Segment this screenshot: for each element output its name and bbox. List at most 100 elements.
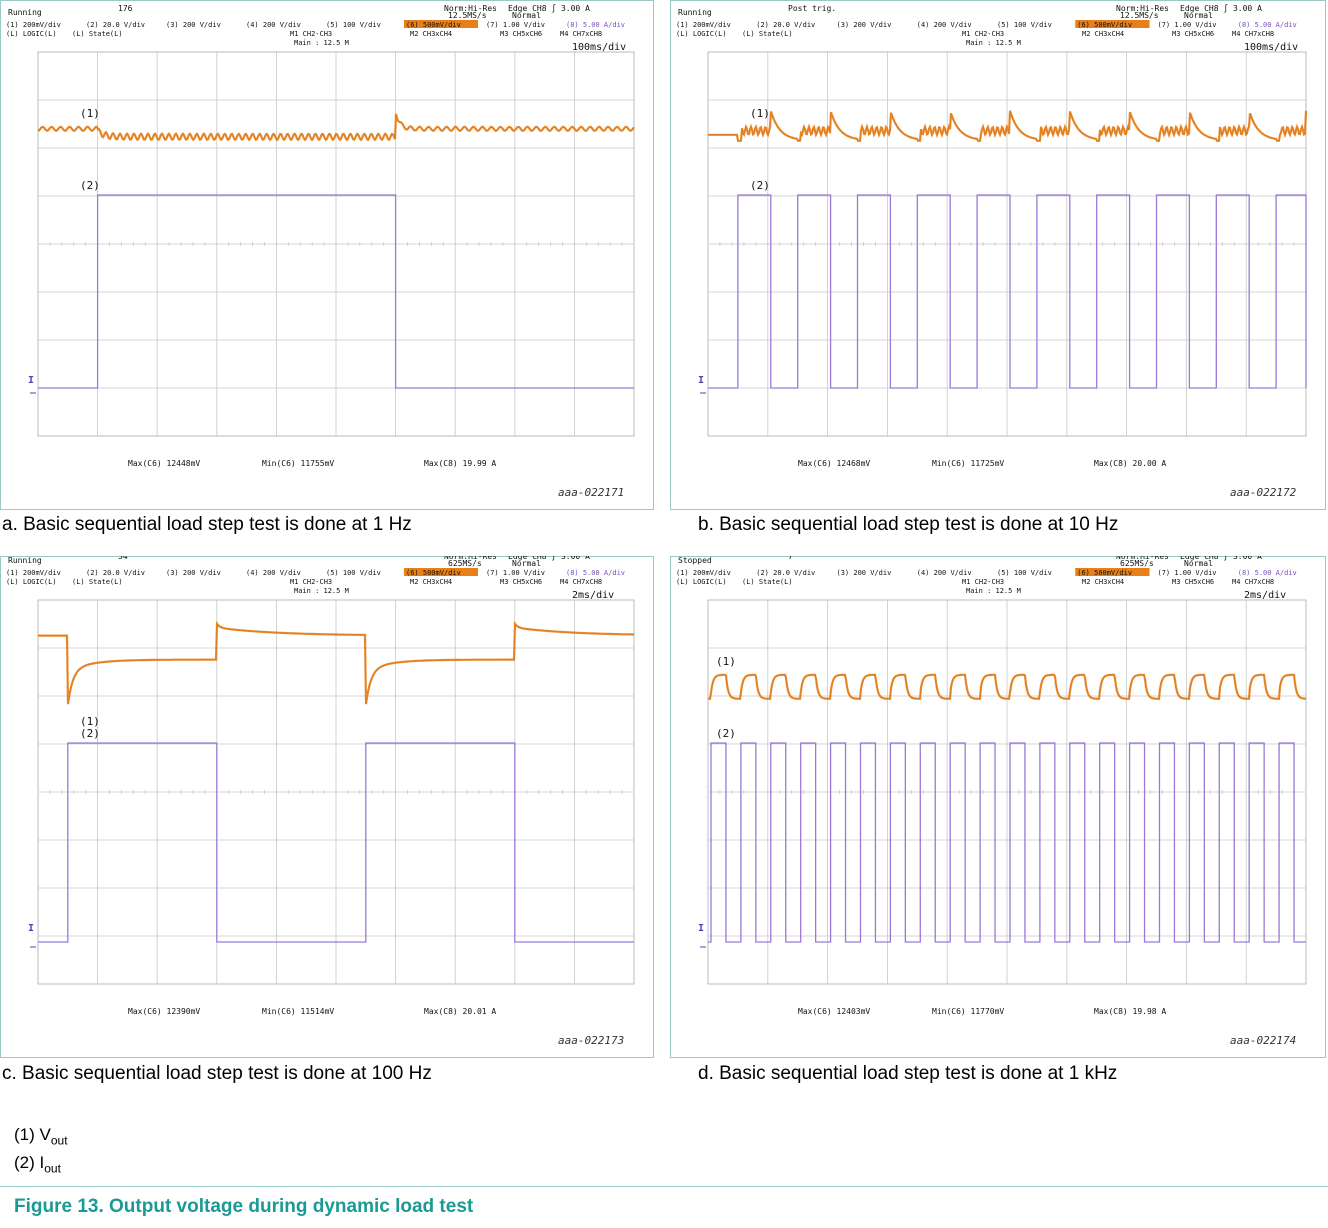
trigger-level-marker: I — [698, 375, 704, 386]
measurement-readout: Min(C6) 11770mV — [932, 1007, 1004, 1016]
channel-setting: (8) 5.00 A/div — [566, 569, 625, 577]
measurements: Max(C6) 12403mV Min(C6) 11770mV Max(C8) 19… — [798, 1007, 1166, 1016]
scope-grid — [707, 51, 1307, 437]
scope-grid — [37, 599, 635, 985]
channel-setting: (1) 200mV/div — [6, 21, 61, 29]
panel-caption: a. Basic sequential load step test is do… — [2, 514, 412, 535]
panel-d: Stopped 7 Norm:Hi-Res 625MS/s Edge CH8 ∫ 3.0… — [670, 556, 1328, 1096]
timebase-label: 2ms/div — [1244, 590, 1286, 601]
channel-setting: (7) 1.00 V/div — [1158, 21, 1217, 29]
trigger-setting: Edge CH8 ∫ 3.00 A — [1180, 4, 1262, 13]
panel-border — [0, 556, 654, 1058]
iout-trace — [708, 742, 1306, 943]
math-setting: (L) LOGIC(L) — [676, 30, 727, 38]
math-setting: M4 CH7xCH8 — [560, 30, 602, 38]
trigger-mode: Normal — [512, 11, 541, 20]
channel-setting: (2) 20.0 V/div — [756, 569, 815, 577]
channel-setting: (1) 200mV/div — [676, 569, 731, 577]
figure-title: Figure 13. Output voltage during dynamic… — [14, 1196, 474, 1217]
measurements: Max(C6) 12468mV Min(C6) 11725mV Max(C8) 20… — [798, 459, 1166, 468]
legend-iout: (2) Iout — [14, 1153, 61, 1175]
legend-subscript: out — [50, 1133, 68, 1148]
acquisition-count: Post trig. — [788, 4, 836, 13]
run-status: Stopped — [678, 556, 712, 565]
channel-6-highlight — [404, 20, 478, 28]
math-setting: M2 CH3xCH4 — [410, 578, 452, 586]
vout-label: (1) — [80, 107, 100, 120]
math-setting: M2 CH3xCH4 — [1082, 30, 1124, 38]
channel-setting: (7) 1.00 V/div — [1158, 569, 1217, 577]
timebase-label: 2ms/div — [572, 590, 614, 601]
math-setting: M1 CH2-CH3 — [962, 30, 1004, 38]
iout-trace — [708, 194, 1307, 389]
trigger-level-marker: I — [698, 923, 704, 934]
timebase-label: 100ms/div — [1244, 42, 1298, 53]
sample-rate: 625MS/s — [1120, 559, 1154, 568]
iout-label: (2) — [750, 179, 770, 192]
math-setting: M3 CH5xCH6 — [500, 578, 542, 586]
sample-rate: 625MS/s — [448, 559, 482, 568]
legend-symbol: V — [39, 1125, 51, 1144]
measurement-readout: Max(C6) 12468mV — [798, 459, 870, 468]
channel-setting: (7) 1.00 V/div — [486, 569, 545, 577]
figure-rule — [0, 1186, 1328, 1187]
channel-setting: (6) 500mV/div — [1077, 569, 1132, 577]
legend-symbol: I — [39, 1153, 45, 1172]
channel-setting: (6) 500mV/div — [406, 569, 461, 577]
trigger-level-marker: I — [28, 923, 34, 934]
measurement-readout: Min(C6) 11755mV — [262, 459, 334, 468]
math-setting: M2 CH3xCH4 — [410, 30, 452, 38]
channel-setting: (4) 200 V/div — [917, 569, 972, 577]
channel-setting: (3) 200 V/div — [166, 569, 221, 577]
figure-id: aaa-022172 — [1230, 486, 1297, 499]
channel-setting: (4) 200 V/div — [246, 21, 301, 29]
math-setting: M1 CH2-CH3 — [290, 578, 332, 586]
iout-trace — [38, 742, 634, 943]
acquisition-count: 54 — [118, 556, 128, 561]
trigger-setting: Edge CH8 ∫ 3.00 A — [508, 556, 590, 561]
scope-grid — [37, 51, 635, 437]
measurement-readout: Max(C6) 12448mV — [128, 459, 200, 468]
channel-setting: (2) 20.0 V/div — [86, 569, 145, 577]
vout-label: (1) — [750, 107, 770, 120]
math-setting: M3 CH5xCH6 — [1172, 578, 1214, 586]
measurements: Max(C6) 12448mV Min(C6) 11755mV Max(C8) 19… — [128, 459, 496, 468]
legend-vout: (1) Vout — [14, 1125, 68, 1147]
channel-setting: (4) 200 V/div — [246, 569, 301, 577]
math-setting: M4 CH7xCH8 — [1232, 578, 1274, 586]
math-setting: (L) LOGIC(L) — [6, 30, 57, 38]
math-setting: M2 CH3xCH4 — [1082, 578, 1124, 586]
acq-mode: Norm:Hi-Res — [1116, 556, 1169, 561]
sample-rate: 12.5MS/s — [1120, 11, 1159, 20]
channel-setting: (5) 100 V/div — [997, 21, 1052, 29]
channel-setting: (5) 100 V/div — [326, 21, 381, 29]
channel-setting: (3) 200 V/div — [166, 21, 221, 29]
figure-id: aaa-022174 — [1230, 1034, 1296, 1047]
scope-grid — [707, 599, 1307, 985]
trigger-setting: Edge CH8 ∫ 3.00 A — [1180, 556, 1262, 561]
run-status: Running — [678, 8, 712, 17]
iout-trace — [38, 194, 634, 389]
panel-border — [0, 0, 654, 510]
panel-border — [670, 0, 1326, 510]
figure-id: aaa-022171 — [558, 486, 624, 499]
channel-setting: (1) 200mV/div — [6, 569, 61, 577]
vout-trace — [37, 113, 635, 142]
channel-setting: (7) 1.00 V/div — [486, 21, 545, 29]
channel-setting: (3) 200 V/div — [837, 21, 892, 29]
trigger-level-marker: I — [28, 375, 34, 386]
measurement-readout: Min(C6) 11514mV — [262, 1007, 334, 1016]
measurement-readout: Max(C8) 20.01 A — [424, 1007, 496, 1016]
panel-caption: c. Basic sequential load step test is do… — [2, 1063, 432, 1084]
acq-mode: Norm:Hi-Res — [444, 556, 497, 561]
channel-6-highlight — [1075, 20, 1150, 28]
legend-subscript: out — [44, 1161, 61, 1176]
channel-setting: (6) 500mV/div — [406, 21, 461, 29]
iout-label: (2) — [716, 727, 736, 740]
measurement-readout: Max(C8) 20.00 A — [1094, 459, 1166, 468]
math-setting: M4 CH7xCH8 — [1232, 30, 1274, 38]
